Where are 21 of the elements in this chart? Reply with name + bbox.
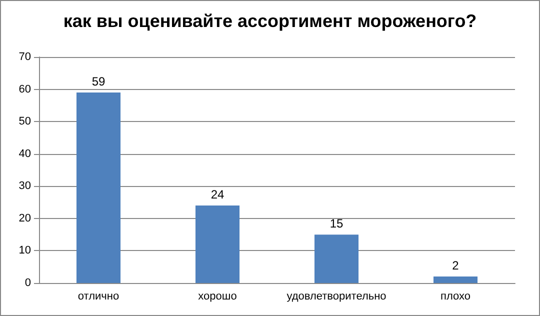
y-tick-label: 20	[18, 212, 31, 224]
y-tick-label: 10	[18, 244, 31, 257]
x-tick-label: отлично	[78, 290, 120, 302]
y-tick-label: 70	[18, 51, 31, 63]
y-tick-label: 30	[18, 180, 31, 192]
data-label: 2	[452, 258, 460, 273]
x-tick-label: удовлетворительно	[286, 290, 386, 302]
bar	[433, 276, 478, 283]
bar	[76, 92, 121, 283]
bar	[314, 234, 359, 283]
y-tick-label: 0	[24, 277, 31, 289]
x-tick-label: плохо	[440, 290, 470, 302]
x-tick-label: хорошо	[198, 290, 237, 302]
bar	[195, 206, 240, 283]
y-tick-label: 40	[18, 148, 31, 160]
data-label: 15	[330, 216, 344, 231]
y-tick-label: 50	[18, 116, 31, 128]
data-label: 24	[210, 188, 224, 202]
data-label: 59	[92, 74, 106, 89]
chart-title: как вы оценивайте ассортимент мороженого?	[63, 11, 477, 31]
y-tick-label: 60	[18, 83, 31, 96]
